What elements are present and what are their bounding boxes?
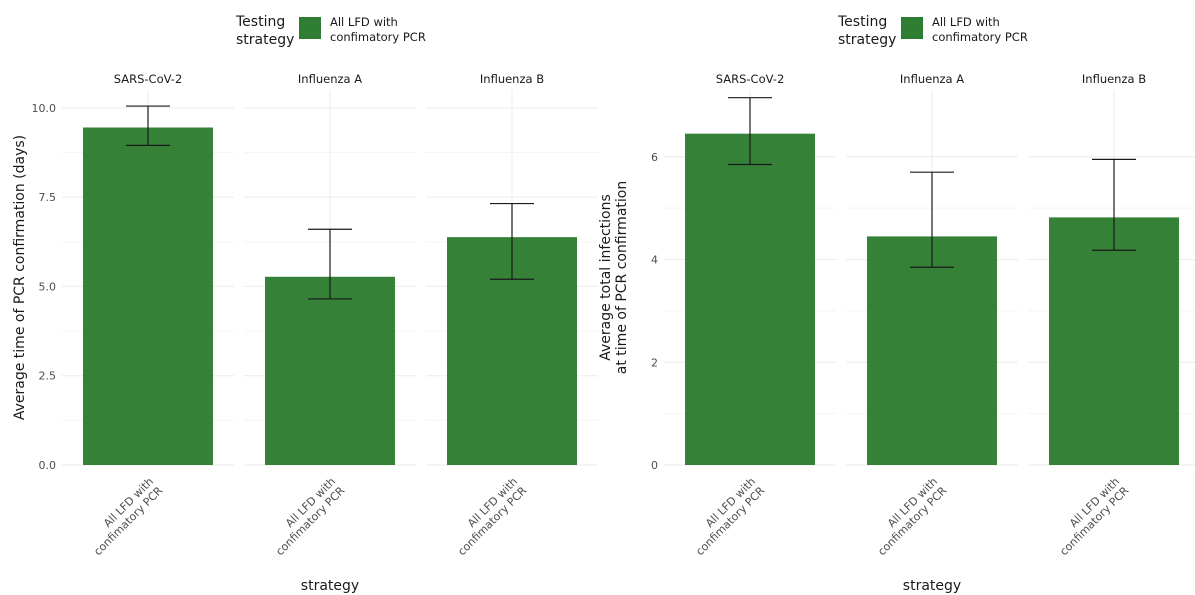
error-bar	[490, 202, 534, 280]
legend-label-line: All LFD with	[330, 15, 398, 29]
y-axis-title: Average time of PCR confirmation (days)	[12, 135, 28, 420]
x-axis-title: strategy	[301, 578, 359, 594]
y-tick-label: 10.0	[32, 102, 57, 115]
legend-label-line: confimatory PCR	[932, 30, 1028, 44]
legend-label-line: confimatory PCR	[330, 30, 426, 44]
legend-key-swatch	[299, 17, 321, 39]
legend-label-line: All LFD with	[932, 15, 1000, 29]
y-axis-title: Average total infections at time of PCR c…	[598, 181, 630, 374]
y-tick-label: 2	[651, 356, 658, 369]
y-tick-label: 0.0	[39, 459, 57, 472]
bar	[83, 127, 213, 465]
bar	[867, 236, 997, 465]
y-tick-label: 2.5	[39, 370, 57, 383]
error-bar	[308, 228, 352, 300]
facet-strip-label: Influenza B	[1082, 72, 1146, 86]
facet-strip-label: Influenza A	[298, 72, 362, 86]
legend-title-line: strategy	[236, 32, 294, 48]
y-tick-label: 0	[651, 459, 658, 472]
y-axis-title-line: at time of PCR confirmation	[614, 181, 630, 374]
bar	[685, 133, 815, 466]
y-axis-title-line: Average time of PCR confirmation (days)	[12, 135, 28, 420]
error-bar	[126, 105, 170, 146]
facet-strip-label: SARS-CoV-2	[114, 72, 183, 86]
y-tick-label: 4	[651, 254, 658, 267]
facet-strip-label: Influenza B	[480, 72, 544, 86]
facet-strip-label: SARS-CoV-2	[716, 72, 785, 86]
bar	[1049, 217, 1179, 465]
y-tick-label: 5.0	[39, 280, 57, 293]
bar	[265, 276, 395, 465]
legend-key-swatch	[901, 17, 923, 39]
error-bar	[1092, 158, 1136, 251]
error-bar	[728, 97, 772, 166]
x-axis-title: strategy	[903, 578, 961, 594]
error-bar	[910, 171, 954, 268]
y-tick-label: 6	[651, 151, 658, 164]
facet-strip-label: Influenza A	[900, 72, 964, 86]
y-axis-title-line: Average total infections	[598, 194, 614, 361]
y-tick-label: 7.5	[39, 191, 57, 204]
legend-title-line: Testing	[235, 14, 285, 30]
legend-title-line: Testing	[837, 14, 887, 30]
legend-title-line: strategy	[838, 32, 896, 48]
